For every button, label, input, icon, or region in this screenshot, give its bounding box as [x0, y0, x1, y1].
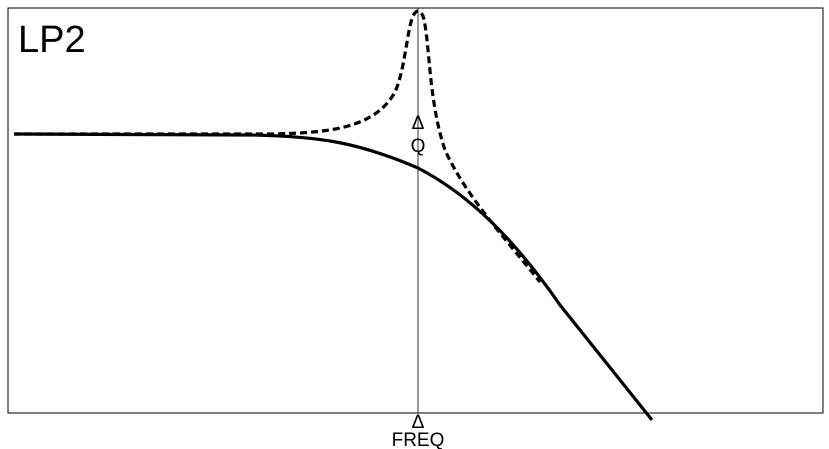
- plot-frame: [7, 7, 824, 414]
- resonant-response-curve: [14, 9, 542, 283]
- filter-title: LP2: [18, 19, 86, 61]
- freq-marker-label: FREQ: [392, 430, 445, 449]
- q-marker-label: Q: [411, 136, 426, 157]
- freq-marker-triangle-icon: Δ: [412, 412, 425, 433]
- base-response-curve: [13, 132, 654, 421]
- q-marker-triangle-icon: Δ: [412, 113, 425, 134]
